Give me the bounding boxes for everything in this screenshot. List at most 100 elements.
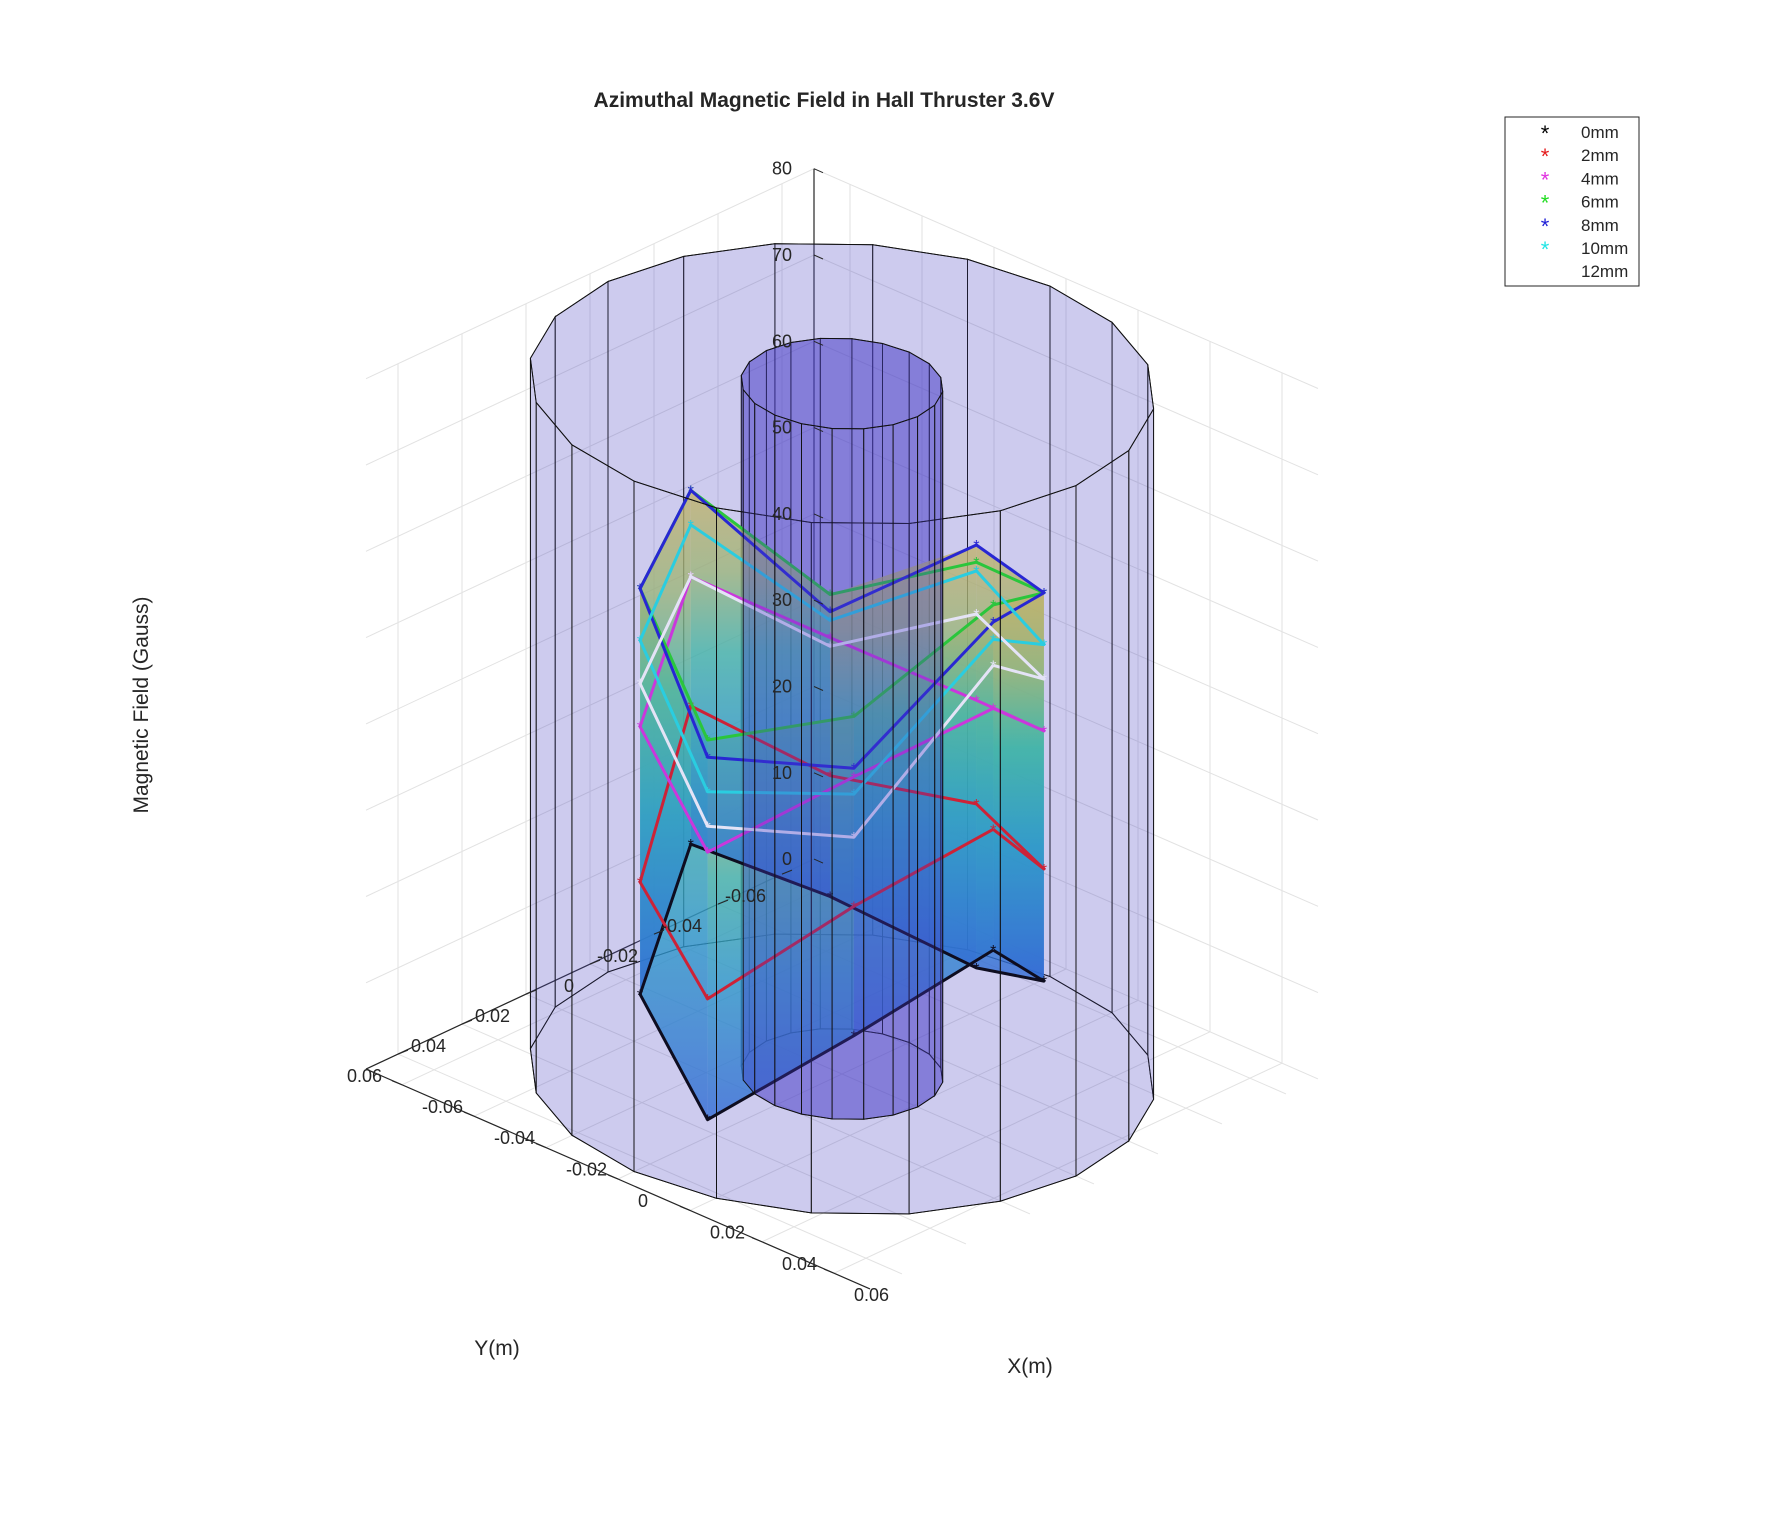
data-point-0mm: *	[827, 890, 833, 907]
outer-cylinder-face	[999, 484, 1077, 1202]
data-point-6mm: *	[704, 733, 710, 750]
grid-x-line	[761, 341, 1211, 1243]
inner-cylinder-face	[934, 390, 944, 1098]
data-point-6mm: *	[827, 587, 833, 604]
data-point-8mm: *	[827, 605, 833, 622]
grid-x-line	[689, 310, 1139, 1211]
z-tick-mark	[813, 254, 824, 260]
data-point-4mm: *	[827, 631, 833, 648]
z-tick-label: 70	[772, 245, 792, 265]
tick-labels: 0 10 20 30 40 50 60 70 80 -0.06 -0.04 -0.02 0 0.02 0.0…	[347, 159, 889, 1305]
data-point-8mm: *	[851, 761, 857, 778]
legend-marker-8mm: *	[1541, 214, 1550, 239]
legend-marker-0mm: *	[1541, 121, 1550, 146]
data-point-6mm: *	[990, 598, 996, 615]
z-tick-label: 40	[772, 504, 792, 524]
x-tick-label: -0.02	[566, 1160, 607, 1180]
z-tick-label: 10	[772, 763, 792, 783]
legend-marker-2mm: *	[1541, 144, 1550, 169]
x-tick-mark	[535, 1143, 547, 1149]
grid-x-line	[617, 278, 1067, 1180]
inner-cylinder-face	[831, 428, 865, 1120]
x-axis-label: X(m)	[1007, 1355, 1053, 1378]
inner-cylinder-face	[892, 415, 919, 1116]
outer-cylinder-top-cap	[529, 243, 1155, 525]
z-tick-label: 80	[772, 159, 792, 179]
y-tick-label: -0.06	[725, 886, 766, 906]
y-tick-mark	[589, 959, 601, 965]
x-tick-mark	[751, 1237, 763, 1243]
data-layer: * * * * * * * * * * * * * * * * * * * * * * * * * * * * * * * * * * * * * * * *…	[637, 483, 1047, 1129]
legend-label-8mm: 8mm	[1581, 216, 1619, 235]
data-point-2mm: *	[704, 992, 710, 1009]
z-tick-label: 0	[782, 849, 792, 869]
y-tick-mark	[461, 1019, 473, 1025]
data-point-8mm: *	[704, 750, 710, 767]
x-tick-label: -0.04	[494, 1128, 535, 1148]
data-point-2mm: *	[1041, 862, 1047, 879]
data-point-0mm: *	[990, 943, 996, 960]
legend: * 0mm * 2mm * 4mm * 6mm * 8mm * 10mm * 12mm	[1504, 116, 1640, 287]
data-point-10mm: *	[1041, 638, 1047, 655]
y-tick-label: 0.06	[347, 1066, 382, 1086]
inner-cylinder-face	[863, 424, 894, 1120]
data-point-8mm: *	[688, 483, 694, 500]
legend-label-2mm: 2mm	[1581, 146, 1619, 165]
data-point-12mm: *	[827, 639, 833, 656]
inner-cylinder-face	[742, 388, 756, 1096]
x-tick-mark	[679, 1205, 691, 1211]
x-tick-label: -0.06	[422, 1097, 463, 1117]
z-tick-mark	[813, 686, 824, 691]
data-point-4mm: *	[990, 701, 996, 718]
data-point-0mm: *	[688, 837, 694, 854]
data-point-2mm: *	[851, 899, 857, 916]
data-point-6mm: *	[973, 555, 979, 572]
data-point-8mm: *	[637, 582, 643, 599]
data-point-2mm: *	[973, 797, 979, 814]
outer-cylinder-face	[633, 480, 717, 1199]
z-tick-label: 60	[772, 331, 792, 351]
z-tick-mark	[813, 168, 824, 174]
y-tick-label: 0.02	[475, 1006, 510, 1026]
data-point-12mm: *	[973, 607, 979, 624]
x-tick-label: 0	[638, 1191, 648, 1211]
x-tick-mark	[463, 1111, 475, 1117]
y-tick-mark	[717, 899, 729, 905]
data-point-10mm: *	[637, 633, 643, 650]
series-line-12mm	[638, 575, 1046, 839]
z-tick-label: 30	[772, 590, 792, 610]
series-line-0mm	[638, 842, 1046, 1122]
legend-label-6mm: 6mm	[1581, 193, 1619, 212]
legend-box	[1504, 116, 1640, 287]
z-tick-mark	[813, 427, 824, 433]
data-point-12mm: *	[851, 830, 857, 847]
x-tick-mark	[823, 1268, 835, 1274]
y-tick-mark	[525, 989, 537, 995]
x-tick-mark	[391, 1080, 403, 1086]
legend-marker-6mm: *	[1541, 191, 1550, 216]
y-tick-label: -0.04	[661, 916, 702, 936]
surface-facet	[993, 592, 1044, 982]
data-point-12mm: *	[688, 570, 694, 587]
z-tick-mark	[813, 858, 824, 864]
inner-cylinder-face	[801, 423, 833, 1120]
z-tick-mark	[813, 599, 824, 605]
data-point-10mm: *	[688, 518, 694, 535]
data-point-2mm: *	[637, 875, 643, 892]
outer-cylinder-face	[1075, 449, 1130, 1177]
data-point-2mm: *	[827, 769, 833, 786]
data-point-2mm: *	[990, 822, 996, 839]
data-point-2mm: *	[688, 699, 694, 716]
data-point-0mm: *	[637, 987, 643, 1004]
data-point-8mm: *	[973, 538, 979, 555]
data-point-4mm: *	[637, 720, 643, 737]
x-tick-label: 0.04	[782, 1254, 817, 1274]
z-tick-label: 20	[772, 677, 792, 697]
data-point-12mm: *	[704, 819, 710, 836]
z-tick-mark	[813, 772, 824, 778]
y-tick-mark	[653, 929, 665, 935]
data-point-0mm: *	[704, 1113, 710, 1130]
y-tick-mark	[397, 1049, 409, 1055]
data-point-0mm: *	[1041, 974, 1047, 991]
